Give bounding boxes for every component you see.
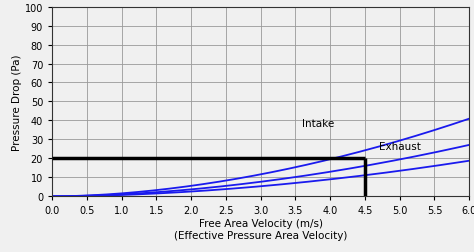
X-axis label: Free Area Velocity (m/s)
(Effective Pressure Area Velocity): Free Area Velocity (m/s) (Effective Pres… [174, 218, 347, 240]
Text: Intake: Intake [302, 118, 335, 129]
Text: Exhaust: Exhaust [379, 141, 421, 151]
Y-axis label: Pressure Drop (Pa): Pressure Drop (Pa) [12, 54, 22, 150]
